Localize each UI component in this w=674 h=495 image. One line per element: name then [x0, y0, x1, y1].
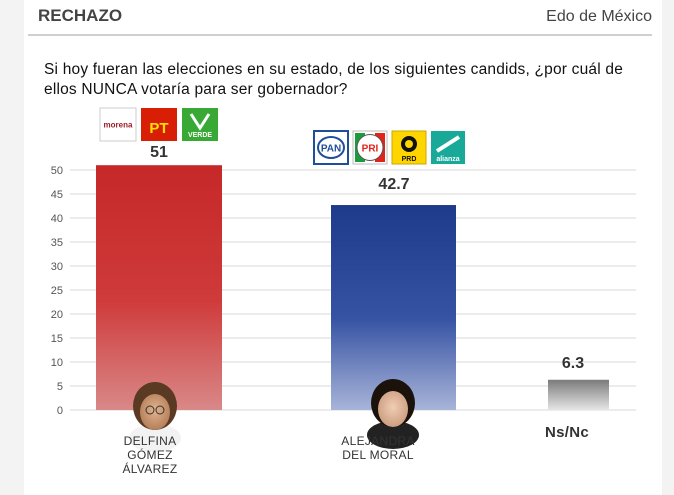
- party-logo-pri: PRI: [352, 130, 388, 165]
- y-tick-label: 30: [51, 261, 63, 273]
- svg-text:morena: morena: [104, 121, 133, 130]
- party-logo-morena: morena: [99, 107, 137, 142]
- y-tick-label: 0: [57, 405, 63, 417]
- y-tick-label: 10: [51, 357, 63, 369]
- svg-text:PRD: PRD: [402, 156, 417, 163]
- bar: [96, 165, 222, 410]
- party-logos: morena PT VERDE PAN PRI PRD alianza: [99, 107, 465, 165]
- category-label: GÓMEZ: [127, 447, 173, 462]
- y-tick-label: 50: [51, 165, 63, 177]
- category-label: ÁLVAREZ: [122, 461, 177, 476]
- bar: [548, 379, 609, 410]
- svg-text:PAN: PAN: [321, 144, 341, 155]
- section-title: RECHAZO: [38, 6, 123, 25]
- region-label: Edo de México: [546, 8, 652, 25]
- candidate-photo-delfina: [129, 382, 181, 452]
- y-tick-label: 15: [51, 333, 63, 345]
- party-logo-verde: VERDE: [182, 108, 218, 141]
- party-logo-pan: PAN: [313, 130, 349, 165]
- y-tick-label: 35: [51, 237, 63, 249]
- value-label: 6.3: [562, 355, 584, 372]
- category-label: Ns/Nc: [545, 424, 589, 441]
- y-tick-label: 20: [51, 309, 63, 321]
- category-label: DELFINA: [124, 434, 177, 448]
- y-tick-label: 25: [51, 285, 63, 297]
- category-label: DEL MORAL: [342, 448, 414, 462]
- svg-text:VERDE: VERDE: [188, 132, 212, 139]
- party-logo-pt: PT: [141, 108, 177, 141]
- category-label: ALEJANDRA: [341, 434, 414, 448]
- value-label: 51: [150, 144, 168, 161]
- party-logo-prd: PRD: [391, 130, 427, 165]
- candidate-photos: [129, 379, 419, 452]
- bar-layer: [96, 165, 609, 410]
- y-tick-label: 40: [51, 213, 63, 225]
- y-tick-label: 5: [57, 381, 63, 393]
- y-tick-label: 45: [51, 189, 63, 201]
- bar: [331, 205, 456, 410]
- value-label: 42.7: [378, 176, 409, 193]
- survey-question: Si hoy fueran las elecciones en su estad…: [44, 61, 624, 98]
- candidate-photo-alejandra: [367, 379, 419, 449]
- header-divider: [28, 34, 652, 36]
- svg-text:alianza: alianza: [436, 156, 459, 163]
- svg-text:PRI: PRI: [362, 144, 379, 155]
- party-logo-alianza: alianza: [431, 131, 465, 164]
- svg-text:PT: PT: [149, 120, 168, 137]
